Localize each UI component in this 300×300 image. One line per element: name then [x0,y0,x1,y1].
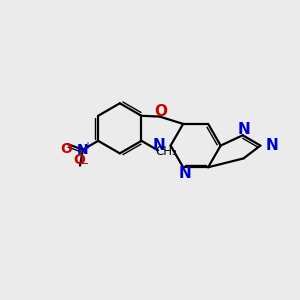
Text: −: − [80,159,89,169]
Text: N: N [238,122,250,137]
Text: +: + [83,141,91,151]
Text: N: N [266,138,278,153]
Text: N: N [77,143,89,157]
Text: CH₃: CH₃ [155,146,177,158]
Text: N: N [178,166,191,181]
Text: O: O [73,153,85,167]
Text: O: O [154,104,167,119]
Text: O: O [61,142,72,156]
Text: N: N [153,138,165,153]
